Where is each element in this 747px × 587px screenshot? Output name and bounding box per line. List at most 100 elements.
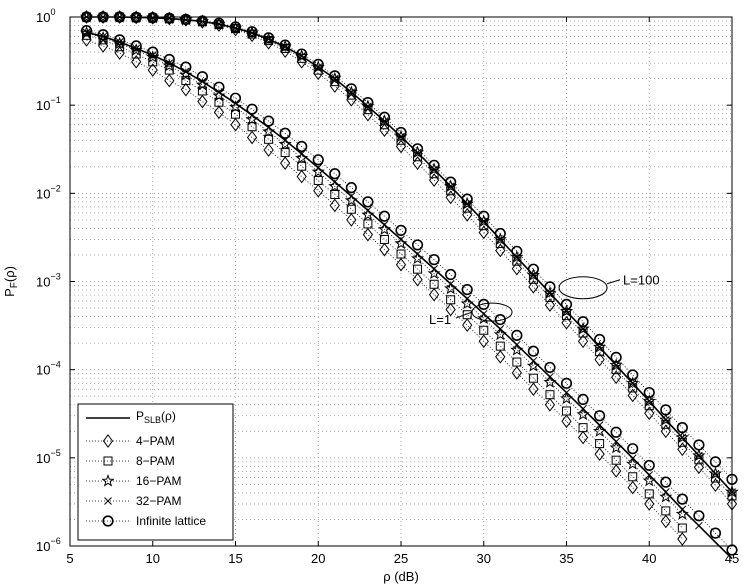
data-point-star-shape — [212, 17, 226, 30]
data-point-diamond — [677, 442, 688, 457]
data-point-diamond — [329, 79, 340, 93]
data-point-diamond-shape — [462, 208, 473, 222]
y-tick-label: 10−3 — [36, 272, 61, 290]
data-point-star-shape — [526, 268, 540, 281]
legend-item: Infinite lattice — [86, 514, 206, 528]
data-point-circle-shape — [147, 46, 159, 58]
data-point-star-shape — [692, 448, 706, 462]
data-point-diamond — [511, 261, 522, 276]
data-point-diamond-shape — [147, 63, 158, 77]
data-point-x-shape — [711, 469, 720, 478]
data-point-diamond-shape — [495, 243, 506, 258]
data-point-x-shape — [529, 356, 538, 365]
data-point-circle — [544, 361, 556, 374]
data-point-circle-shape — [593, 410, 606, 422]
data-point-star — [477, 311, 491, 325]
y-axis-label: PF(ρ) — [2, 266, 20, 297]
data-point-circle-shape — [130, 40, 142, 52]
data-point-x — [330, 74, 339, 83]
data-point-square-shape — [346, 204, 356, 214]
data-point-circle-shape — [345, 182, 357, 194]
data-point-star — [510, 343, 524, 356]
data-point-diamond — [81, 33, 92, 47]
data-point-star — [626, 457, 640, 470]
data-point-circle — [279, 39, 291, 51]
data-point-star-shape — [179, 68, 193, 81]
data-point-diamond-shape — [362, 107, 374, 122]
data-point-diamond — [180, 82, 191, 97]
data-point-square-shape — [396, 249, 406, 259]
data-point-circle-shape — [246, 26, 258, 38]
data-point-diamond — [213, 105, 225, 120]
data-point-star — [642, 473, 656, 487]
data-point-circle — [80, 25, 93, 37]
data-point-star-shape — [328, 179, 342, 192]
data-point-square — [330, 189, 340, 199]
data-point-x — [364, 102, 372, 111]
data-point-x — [645, 471, 654, 479]
data-point-diamond-shape — [644, 497, 655, 511]
y-axis-label-main: P — [2, 288, 17, 297]
data-point-x-shape — [347, 88, 356, 97]
legend-item: 8−PAM — [86, 454, 175, 468]
y-tick-base: 10 — [36, 98, 50, 113]
data-point-diamond — [693, 460, 705, 475]
data-point-circle — [263, 115, 275, 127]
data-point-x — [628, 454, 637, 463]
legend-label: 4−PAM — [136, 434, 175, 448]
data-point-x-shape — [612, 437, 621, 446]
data-point-circle-shape — [97, 29, 109, 41]
data-point-diamond-shape — [594, 447, 605, 462]
data-point-star — [212, 88, 226, 102]
data-point-diamond — [395, 257, 407, 272]
x-tick-label: 15 — [228, 551, 242, 566]
data-point-circle — [196, 71, 208, 83]
data-point-square — [164, 65, 174, 75]
data-point-circle — [610, 351, 622, 363]
data-point-circle — [693, 510, 705, 522]
data-point-circle — [180, 13, 192, 25]
data-point-square-shape — [628, 472, 638, 482]
data-point-diamond-shape — [379, 242, 390, 257]
data-point-diamond — [412, 272, 423, 287]
data-point-x — [529, 356, 538, 365]
data-point-circle-shape — [709, 527, 722, 539]
data-point-square — [495, 341, 505, 351]
data-point-diamond-shape — [644, 406, 655, 421]
data-point-x-shape — [430, 265, 438, 273]
data-point-diamond — [644, 497, 655, 511]
data-point-star — [410, 251, 425, 265]
data-point-circle — [676, 422, 688, 434]
annotation-label: L=1 — [429, 312, 451, 327]
data-point-circle-shape — [213, 81, 225, 93]
data-point-diamond-shape — [677, 442, 688, 457]
data-point-circle — [478, 298, 490, 310]
x-tick-label: 35 — [559, 551, 573, 566]
data-point-diamond-shape — [677, 532, 688, 546]
data-point-square — [528, 373, 538, 383]
legend-marker-star — [101, 474, 115, 487]
data-point-circle-shape — [296, 140, 308, 153]
data-point-star — [526, 268, 540, 281]
data-point-star — [311, 164, 325, 178]
data-point-x-shape — [198, 17, 207, 26]
y-tick-base: 10 — [36, 451, 50, 466]
data-point-diamond-shape — [164, 73, 175, 88]
data-point-circle — [676, 493, 688, 505]
data-point-diamond-shape — [445, 302, 456, 317]
data-point-x — [512, 340, 521, 349]
series-line-diamond — [86, 16, 733, 505]
data-point-diamond — [462, 318, 473, 332]
data-point-circle — [627, 443, 639, 455]
data-point-star-shape — [576, 321, 590, 335]
y-tick-base: 10 — [36, 363, 50, 378]
legend-label: 16−PAM — [136, 474, 181, 488]
data-point-diamond — [478, 225, 489, 240]
curve-group — [79, 10, 739, 511]
data-point-x-shape — [579, 404, 587, 413]
data-point-star-shape — [675, 507, 689, 520]
data-point-circle-shape — [461, 193, 473, 205]
data-point-x-shape — [297, 150, 306, 158]
data-point-diamond — [561, 315, 572, 330]
data-point-star — [642, 394, 656, 407]
